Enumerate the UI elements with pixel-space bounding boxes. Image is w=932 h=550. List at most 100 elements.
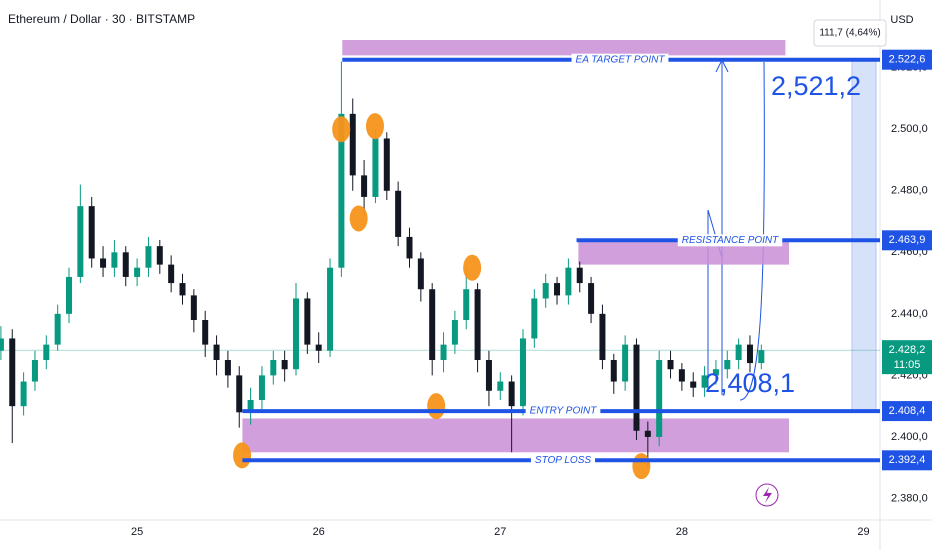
candle-body <box>315 344 322 351</box>
level-price-box <box>882 401 932 422</box>
candle-body <box>519 338 526 407</box>
candle-body <box>224 360 231 376</box>
x-tick-label: 28 <box>676 526 688 538</box>
y-tick-label: 2.400,0 <box>891 431 928 443</box>
y-tick-label: 2.480,0 <box>891 185 928 197</box>
candle-body <box>440 344 447 360</box>
candle-body <box>54 313 61 345</box>
candle-body <box>20 381 27 407</box>
candle-body <box>0 338 4 351</box>
candle-body <box>690 381 697 388</box>
candle-body <box>202 320 209 345</box>
candle-body <box>701 375 708 388</box>
annotation: 2,408,1 <box>705 368 795 398</box>
candle-body <box>599 313 606 360</box>
candle-body <box>463 289 470 320</box>
level-name: RESISTANCE POINT <box>682 235 779 246</box>
candle-body <box>281 360 288 370</box>
countdown: 11:05 <box>894 359 921 371</box>
candle-body <box>429 289 436 360</box>
candle-body <box>474 289 481 360</box>
y-tick-label: 2.500,0 <box>891 123 928 135</box>
candle-body <box>656 360 663 437</box>
candle-body <box>134 267 141 277</box>
level-price-box <box>882 450 932 471</box>
level-name-bg <box>525 405 601 418</box>
chart-title: Ethereum / Dollar · 30 · BITSTAMP <box>8 12 195 26</box>
candle-body <box>588 283 595 314</box>
measure-label: 111,7 (4,64%) <box>819 28 880 39</box>
candle-body <box>349 113 356 176</box>
candle-body <box>43 344 50 360</box>
candle-body <box>9 338 16 407</box>
candle-body <box>542 283 549 299</box>
candle-body <box>531 298 538 339</box>
measure-band <box>851 59 877 412</box>
candle-body <box>168 264 175 284</box>
candle-body <box>576 267 583 284</box>
level-name-bg <box>677 234 783 247</box>
candle-body <box>213 344 220 360</box>
candle-body <box>395 190 402 237</box>
measure-box <box>813 19 887 47</box>
level-name-bg <box>571 53 669 66</box>
marker <box>463 254 482 281</box>
candle-body <box>667 360 674 370</box>
marker <box>233 442 252 469</box>
candle-body <box>746 344 753 364</box>
candle-body <box>338 113 345 268</box>
candle-body <box>100 258 107 268</box>
marker <box>427 393 446 420</box>
candle-body <box>610 360 617 382</box>
annotation: 2,521,2 <box>771 71 861 101</box>
candle-body <box>554 283 561 296</box>
x-tick-label: 27 <box>494 526 506 538</box>
candle-body <box>372 138 379 197</box>
last-price-label: 2.428,2 <box>889 344 926 356</box>
candle-body <box>179 283 186 296</box>
marker <box>632 453 651 480</box>
candle-body <box>111 252 118 268</box>
candle-body <box>327 267 334 351</box>
last-price-box <box>882 340 932 375</box>
level-price-label: 2.522,6 <box>889 54 926 66</box>
level-price-label: 2.463,9 <box>889 234 926 246</box>
candle-body <box>156 246 163 265</box>
level-price-box <box>882 49 932 70</box>
candle-body <box>304 298 311 345</box>
candle-body <box>678 369 685 382</box>
candle-body <box>497 381 504 391</box>
level-price-box <box>882 230 932 251</box>
candle-body <box>66 276 73 314</box>
y-tick-label: 2.440,0 <box>891 308 928 320</box>
zone <box>342 40 786 56</box>
marker <box>332 116 351 143</box>
candle-body <box>451 320 458 345</box>
candle-body <box>247 400 254 413</box>
candle-body <box>406 236 413 259</box>
candle-body <box>145 246 152 268</box>
candle-body <box>735 344 742 360</box>
candle-body <box>122 252 129 277</box>
candle-body <box>633 344 640 431</box>
level-name: EA TARGET POINT <box>576 54 666 65</box>
candle-body <box>31 360 38 382</box>
candle-body <box>258 375 265 400</box>
zone <box>242 418 790 453</box>
candle-body <box>724 360 731 370</box>
candle-body <box>565 267 572 296</box>
candle-body <box>292 298 299 370</box>
candle-body <box>190 295 197 320</box>
currency: USD <box>890 14 913 26</box>
level-name: ENTRY POINT <box>530 406 598 417</box>
candle-body <box>644 430 651 437</box>
candle-body <box>88 206 95 259</box>
level-name-bg <box>530 454 596 467</box>
x-tick-label: 26 <box>313 526 325 538</box>
candle-body <box>485 360 492 391</box>
candle-body <box>417 258 424 290</box>
level-price-label: 2.392,4 <box>889 454 926 466</box>
candle-body <box>361 175 368 197</box>
x-tick-label: 25 <box>131 526 143 538</box>
